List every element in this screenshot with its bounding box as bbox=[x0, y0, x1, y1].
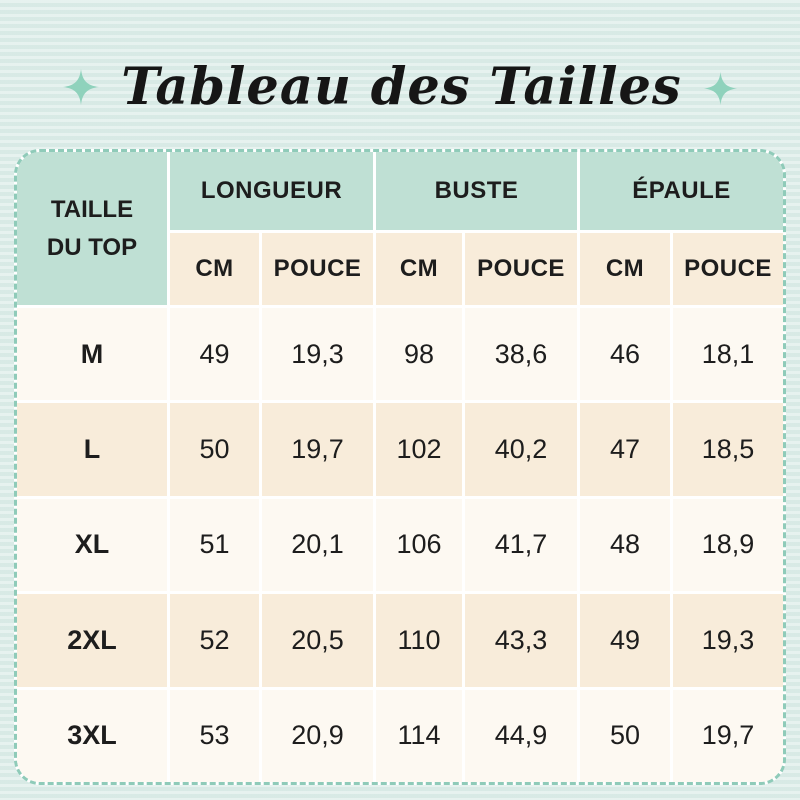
table-cell: 19,3 bbox=[262, 308, 373, 401]
row-size-label: XL bbox=[17, 498, 167, 592]
table-cell: 18,9 bbox=[673, 498, 783, 592]
table-cell: 41,7 bbox=[465, 498, 577, 592]
table-cell: 46 bbox=[580, 308, 670, 401]
table-cell: 102 bbox=[376, 403, 462, 496]
table-cell: 38,6 bbox=[465, 308, 577, 401]
table-cell: 48 bbox=[580, 498, 670, 592]
table-cell: 43,3 bbox=[465, 594, 577, 687]
table-cell: 18,1 bbox=[673, 308, 783, 401]
table-cell: 50 bbox=[170, 403, 259, 496]
row-size-label: 2XL bbox=[17, 594, 167, 687]
table-cell: 19,7 bbox=[673, 689, 783, 782]
table-cell: 51 bbox=[170, 498, 259, 592]
table-cell: 49 bbox=[170, 308, 259, 401]
unit-header-cell: POUCE bbox=[262, 233, 373, 305]
unit-header-cell: CM bbox=[376, 233, 462, 305]
column-group-epaule: ÉPAULE bbox=[580, 152, 783, 230]
table-cell: 19,7 bbox=[262, 403, 373, 496]
unit-header-cell: CM bbox=[580, 233, 670, 305]
row-size-label: M bbox=[17, 308, 167, 401]
sparkle-right-icon bbox=[703, 71, 737, 105]
unit-header-cell: POUCE bbox=[465, 233, 577, 305]
table-cell: 20,1 bbox=[262, 498, 373, 592]
table-cell: 20,9 bbox=[262, 689, 373, 782]
column-group-longueur: LONGUEUR bbox=[170, 152, 373, 230]
table-cell: 19,3 bbox=[673, 594, 783, 687]
table-cell: 40,2 bbox=[465, 403, 577, 496]
sparkle-left-icon bbox=[63, 69, 100, 105]
table-cell: 114 bbox=[376, 689, 462, 782]
table-cell: 106 bbox=[376, 498, 462, 592]
table-cell: 47 bbox=[580, 403, 670, 496]
size-chart-table: TAILLE DU TOP LONGUEUR BUSTE ÉPAULE CM P… bbox=[14, 149, 786, 785]
table-cell: 53 bbox=[170, 689, 259, 782]
table-cell: 50 bbox=[580, 689, 670, 782]
table-cell: 20,5 bbox=[262, 594, 373, 687]
table-cell: 110 bbox=[376, 594, 462, 687]
table-cell: 52 bbox=[170, 594, 259, 687]
table-cell: 18,5 bbox=[673, 403, 783, 496]
row-size-label: 3XL bbox=[17, 689, 167, 782]
page-title: Tableau des Tailles bbox=[121, 57, 682, 117]
column-group-buste: BUSTE bbox=[376, 152, 577, 230]
table-cell: 44,9 bbox=[465, 689, 577, 782]
table-cell: 49 bbox=[580, 594, 670, 687]
table-cell: 98 bbox=[376, 308, 462, 401]
row-size-label: L bbox=[17, 403, 167, 496]
corner-header-cell: TAILLE DU TOP bbox=[17, 152, 167, 305]
title-row: Tableau des Tailles bbox=[0, 48, 800, 126]
unit-header-cell: CM bbox=[170, 233, 259, 305]
unit-header-cell: POUCE bbox=[673, 233, 783, 305]
